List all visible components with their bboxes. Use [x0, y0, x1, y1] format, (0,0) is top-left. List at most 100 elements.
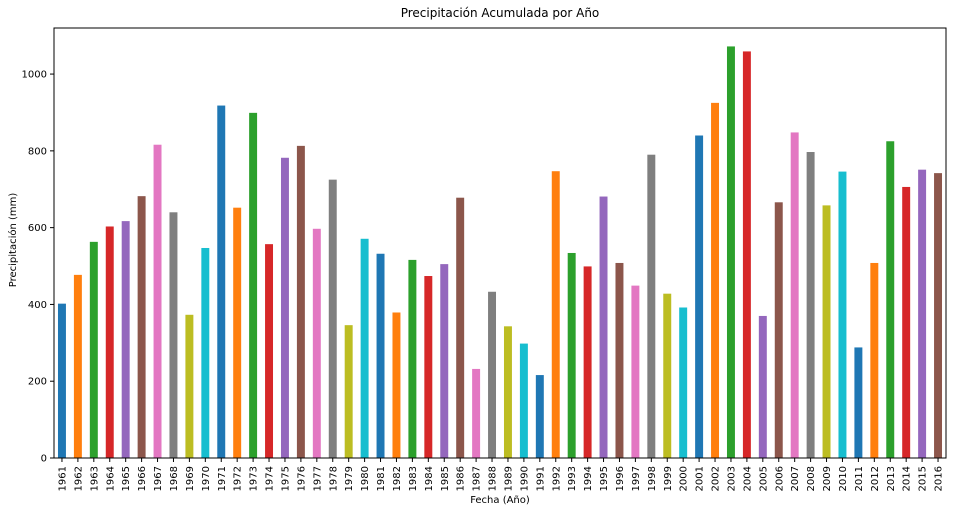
bar-2005 [758, 315, 767, 458]
bar-1975 [280, 157, 289, 458]
x-tick-label: 1994 [583, 466, 594, 491]
x-tick-label: 1966 [137, 466, 148, 491]
x-tick-label: 1979 [344, 466, 355, 491]
bar-2010 [838, 171, 847, 458]
x-tick-label: 1967 [153, 466, 164, 491]
bar-1995 [599, 196, 608, 459]
x-tick-label: 1962 [73, 466, 84, 491]
y-ticks: 0 200 400 600 800 1000 [22, 70, 54, 465]
bar-2012 [870, 262, 879, 458]
x-tick-label: 2010 [838, 466, 849, 491]
bar-1989 [503, 326, 512, 458]
bar-1965 [121, 221, 130, 458]
x-tick-label: 2014 [902, 466, 913, 491]
x-tick-label: 1991 [535, 466, 546, 491]
x-ticks: 1961 1962 1963 1964 1965 1966 1967 1968 1969 1970… [57, 458, 945, 491]
bar-1998 [647, 154, 656, 458]
bar-1963 [89, 241, 98, 458]
x-tick-label: 1986 [456, 466, 467, 491]
x-tick-label: 1965 [121, 466, 132, 491]
bar-2001 [695, 135, 704, 458]
x-tick-label: 1985 [440, 466, 451, 491]
x-tick-label: 2007 [790, 466, 801, 491]
bar-1993 [567, 252, 576, 458]
x-tick-label: 1993 [567, 466, 578, 491]
x-tick-label: 1964 [105, 466, 116, 491]
x-tick-label: 1999 [663, 466, 674, 491]
bar-1996 [615, 262, 624, 458]
bar-1997 [631, 285, 640, 458]
x-tick-label: 1968 [169, 466, 180, 491]
x-tick-label: 1989 [503, 466, 514, 491]
y-tick-label: 1000 [22, 70, 47, 81]
y-tick-label: 600 [28, 223, 47, 234]
bar-1980 [360, 238, 369, 458]
x-tick-label: 1995 [599, 466, 610, 491]
bar-1999 [663, 293, 672, 458]
bar-1969 [185, 314, 194, 458]
x-tick-label: 1974 [265, 466, 276, 491]
x-tick-label: 1982 [392, 466, 403, 491]
y-tick-label: 400 [28, 300, 47, 311]
bar-2015 [918, 169, 927, 459]
x-tick-label: 1984 [424, 466, 435, 491]
x-tick-label: 1998 [647, 466, 658, 491]
bar-1966 [137, 196, 146, 458]
x-tick-label: 1997 [631, 466, 642, 491]
x-tick-label: 1976 [296, 466, 307, 491]
x-tick-label: 1977 [312, 466, 323, 491]
x-tick-label: 2002 [711, 466, 722, 491]
bar-1970 [201, 247, 210, 458]
x-tick-label: 2006 [774, 466, 785, 491]
x-tick-label: 2004 [742, 466, 753, 491]
bar-1985 [440, 264, 449, 458]
bar-1982 [392, 312, 401, 458]
x-tick-label: 2013 [886, 466, 897, 491]
bar-1967 [153, 144, 162, 458]
x-tick-label: 1990 [519, 466, 530, 491]
bar-1979 [344, 325, 353, 458]
x-tick-label: 2000 [679, 466, 690, 491]
bar-2002 [711, 102, 720, 459]
x-tick-label: 1983 [408, 466, 419, 491]
bar-2000 [679, 307, 688, 458]
x-tick-label: 1978 [328, 466, 339, 491]
bar-2003 [726, 46, 735, 459]
x-axis-label: Fecha (Año) [470, 495, 530, 506]
bar-1981 [376, 253, 385, 458]
bar-1977 [312, 228, 321, 458]
x-tick-label: 1971 [217, 466, 228, 491]
x-tick-label: 1973 [249, 466, 260, 491]
bar-1986 [456, 197, 465, 458]
bar-1987 [472, 368, 481, 458]
bar-2007 [790, 132, 799, 458]
bar-1976 [296, 145, 305, 458]
bar-1971 [217, 105, 226, 459]
bar-1994 [583, 266, 592, 458]
x-tick-label: 1963 [89, 466, 100, 491]
bar-1968 [169, 212, 178, 458]
x-tick-label: 1980 [360, 466, 371, 491]
bar-1988 [488, 291, 497, 458]
bar-1961 [57, 303, 66, 458]
bar-2004 [742, 51, 751, 459]
x-tick-label: 1972 [233, 466, 244, 491]
y-tick-label: 0 [41, 454, 47, 465]
bar-1990 [519, 343, 528, 458]
bar-2013 [886, 141, 895, 458]
bar-2014 [902, 186, 911, 458]
y-tick-label: 200 [28, 377, 47, 388]
x-tick-label: 1970 [201, 466, 212, 491]
bars-group [57, 46, 943, 459]
x-tick-label: 2016 [934, 466, 945, 491]
bar-1984 [424, 276, 433, 458]
x-tick-label: 1981 [376, 466, 387, 491]
bar-1964 [105, 226, 114, 458]
x-tick-label: 2003 [726, 466, 737, 491]
bar-2016 [934, 173, 943, 459]
bar-2009 [822, 205, 831, 459]
bar-2011 [854, 347, 863, 458]
bar-1992 [551, 171, 560, 458]
x-tick-label: 2001 [695, 466, 706, 491]
